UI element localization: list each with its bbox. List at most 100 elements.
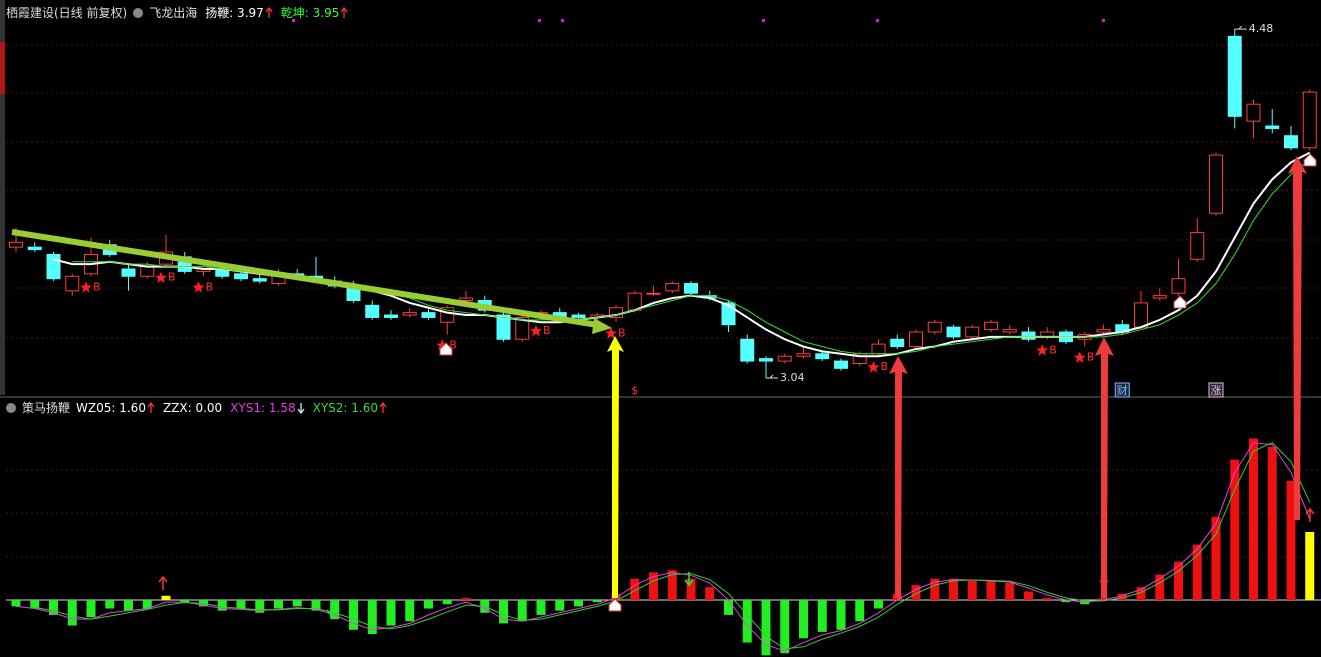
candle-body bbox=[871, 343, 886, 355]
bar bbox=[874, 600, 883, 609]
candle-body bbox=[121, 268, 136, 277]
candle-body bbox=[984, 321, 998, 331]
bar bbox=[1211, 517, 1221, 601]
panel-title: 策马扬鞭 bbox=[22, 401, 71, 415]
bar bbox=[274, 600, 283, 609]
bar bbox=[1230, 459, 1240, 601]
bar bbox=[424, 600, 433, 609]
bar bbox=[367, 600, 377, 635]
price-pointer bbox=[1234, 25, 1247, 30]
bar bbox=[1305, 531, 1315, 601]
bar bbox=[405, 600, 415, 622]
bar bbox=[217, 600, 227, 611]
tag-label: 财 bbox=[1117, 383, 1128, 397]
candle-body bbox=[1134, 302, 1148, 328]
bar bbox=[836, 600, 846, 630]
candle-body bbox=[9, 241, 23, 248]
candle-body bbox=[1265, 125, 1280, 129]
bar bbox=[705, 587, 715, 601]
legend-entry: 飞龙出海 bbox=[149, 4, 197, 21]
bar bbox=[499, 600, 508, 624]
candle-body bbox=[1302, 91, 1317, 149]
signal-star bbox=[867, 361, 880, 373]
bar bbox=[161, 595, 171, 601]
bar bbox=[536, 600, 546, 615]
bar bbox=[1249, 438, 1258, 601]
candle-body bbox=[684, 283, 698, 294]
candle-body bbox=[1190, 232, 1205, 260]
signal-star bbox=[605, 327, 617, 339]
bar bbox=[1099, 597, 1108, 601]
candle-body bbox=[740, 338, 755, 362]
candle-body bbox=[796, 353, 811, 357]
bar bbox=[1024, 591, 1033, 601]
candle-body bbox=[777, 355, 792, 362]
trend-arrow-head bbox=[592, 318, 612, 334]
signal-label: B bbox=[618, 326, 626, 339]
bar bbox=[1174, 561, 1183, 601]
signal-label: B bbox=[206, 280, 214, 293]
candle-body bbox=[946, 326, 961, 338]
bar bbox=[292, 600, 302, 607]
candle-body bbox=[234, 273, 248, 280]
bar bbox=[311, 600, 321, 611]
legend: 飞龙出海 扬鞭: 3.97 乾坤: 3.95 bbox=[149, 4, 348, 21]
bar bbox=[180, 600, 190, 603]
bar bbox=[686, 578, 696, 601]
bar bbox=[574, 600, 583, 607]
signal-star bbox=[1073, 351, 1086, 364]
bar bbox=[1061, 600, 1071, 603]
signal-star bbox=[530, 324, 542, 337]
trend-arrow-icon bbox=[265, 6, 273, 18]
legend-text: XYS2: 1.60 bbox=[312, 400, 378, 415]
legend-text: WZ05: 1.60 bbox=[76, 400, 146, 415]
candle-body bbox=[46, 253, 61, 280]
candle-body bbox=[27, 246, 42, 251]
settings-icon[interactable] bbox=[133, 7, 144, 18]
bar bbox=[930, 578, 940, 601]
bar bbox=[949, 578, 958, 601]
bar bbox=[1192, 544, 1202, 601]
trend-arrow-icon bbox=[297, 402, 305, 414]
bar bbox=[11, 600, 21, 607]
bar bbox=[667, 570, 677, 601]
tag-box bbox=[1208, 382, 1224, 398]
side-strip-mark bbox=[0, 42, 5, 94]
legend-text: XYS1: 1.58 bbox=[230, 400, 296, 415]
candle-body bbox=[927, 321, 942, 333]
candle-body bbox=[665, 283, 680, 292]
overlay-arrows bbox=[11, 156, 1307, 598]
settings-icon[interactable] bbox=[6, 402, 16, 413]
candle-body bbox=[402, 312, 417, 316]
trend-arrow-icon bbox=[147, 401, 155, 413]
signal-label: B bbox=[1087, 351, 1095, 364]
candle-body bbox=[421, 312, 436, 318]
price-label: 3.04 bbox=[780, 371, 805, 384]
legend-text: 扬鞭: 3.97 bbox=[205, 6, 264, 20]
bar bbox=[49, 600, 58, 615]
bar bbox=[255, 600, 265, 613]
bar bbox=[1042, 597, 1052, 601]
candle-body bbox=[890, 338, 905, 348]
bar bbox=[555, 600, 565, 611]
candle-body bbox=[571, 314, 586, 318]
bar bbox=[817, 600, 827, 632]
bar bbox=[236, 600, 246, 609]
candle-body bbox=[252, 278, 267, 282]
bar bbox=[986, 580, 996, 601]
price-label: 4.48 bbox=[1249, 22, 1274, 35]
bar bbox=[330, 600, 340, 620]
signal-star bbox=[80, 281, 92, 293]
signal-label: B bbox=[543, 324, 551, 337]
bar bbox=[349, 600, 358, 630]
bar bbox=[442, 600, 452, 605]
bar bbox=[780, 600, 790, 654]
bar bbox=[124, 600, 133, 611]
signal-label: B bbox=[449, 338, 457, 351]
candle-body bbox=[909, 331, 923, 348]
candle-body bbox=[1171, 278, 1186, 294]
candle-body bbox=[515, 316, 530, 340]
bar bbox=[855, 600, 865, 622]
signal-star bbox=[192, 281, 205, 293]
tag-label: $ bbox=[631, 384, 638, 397]
